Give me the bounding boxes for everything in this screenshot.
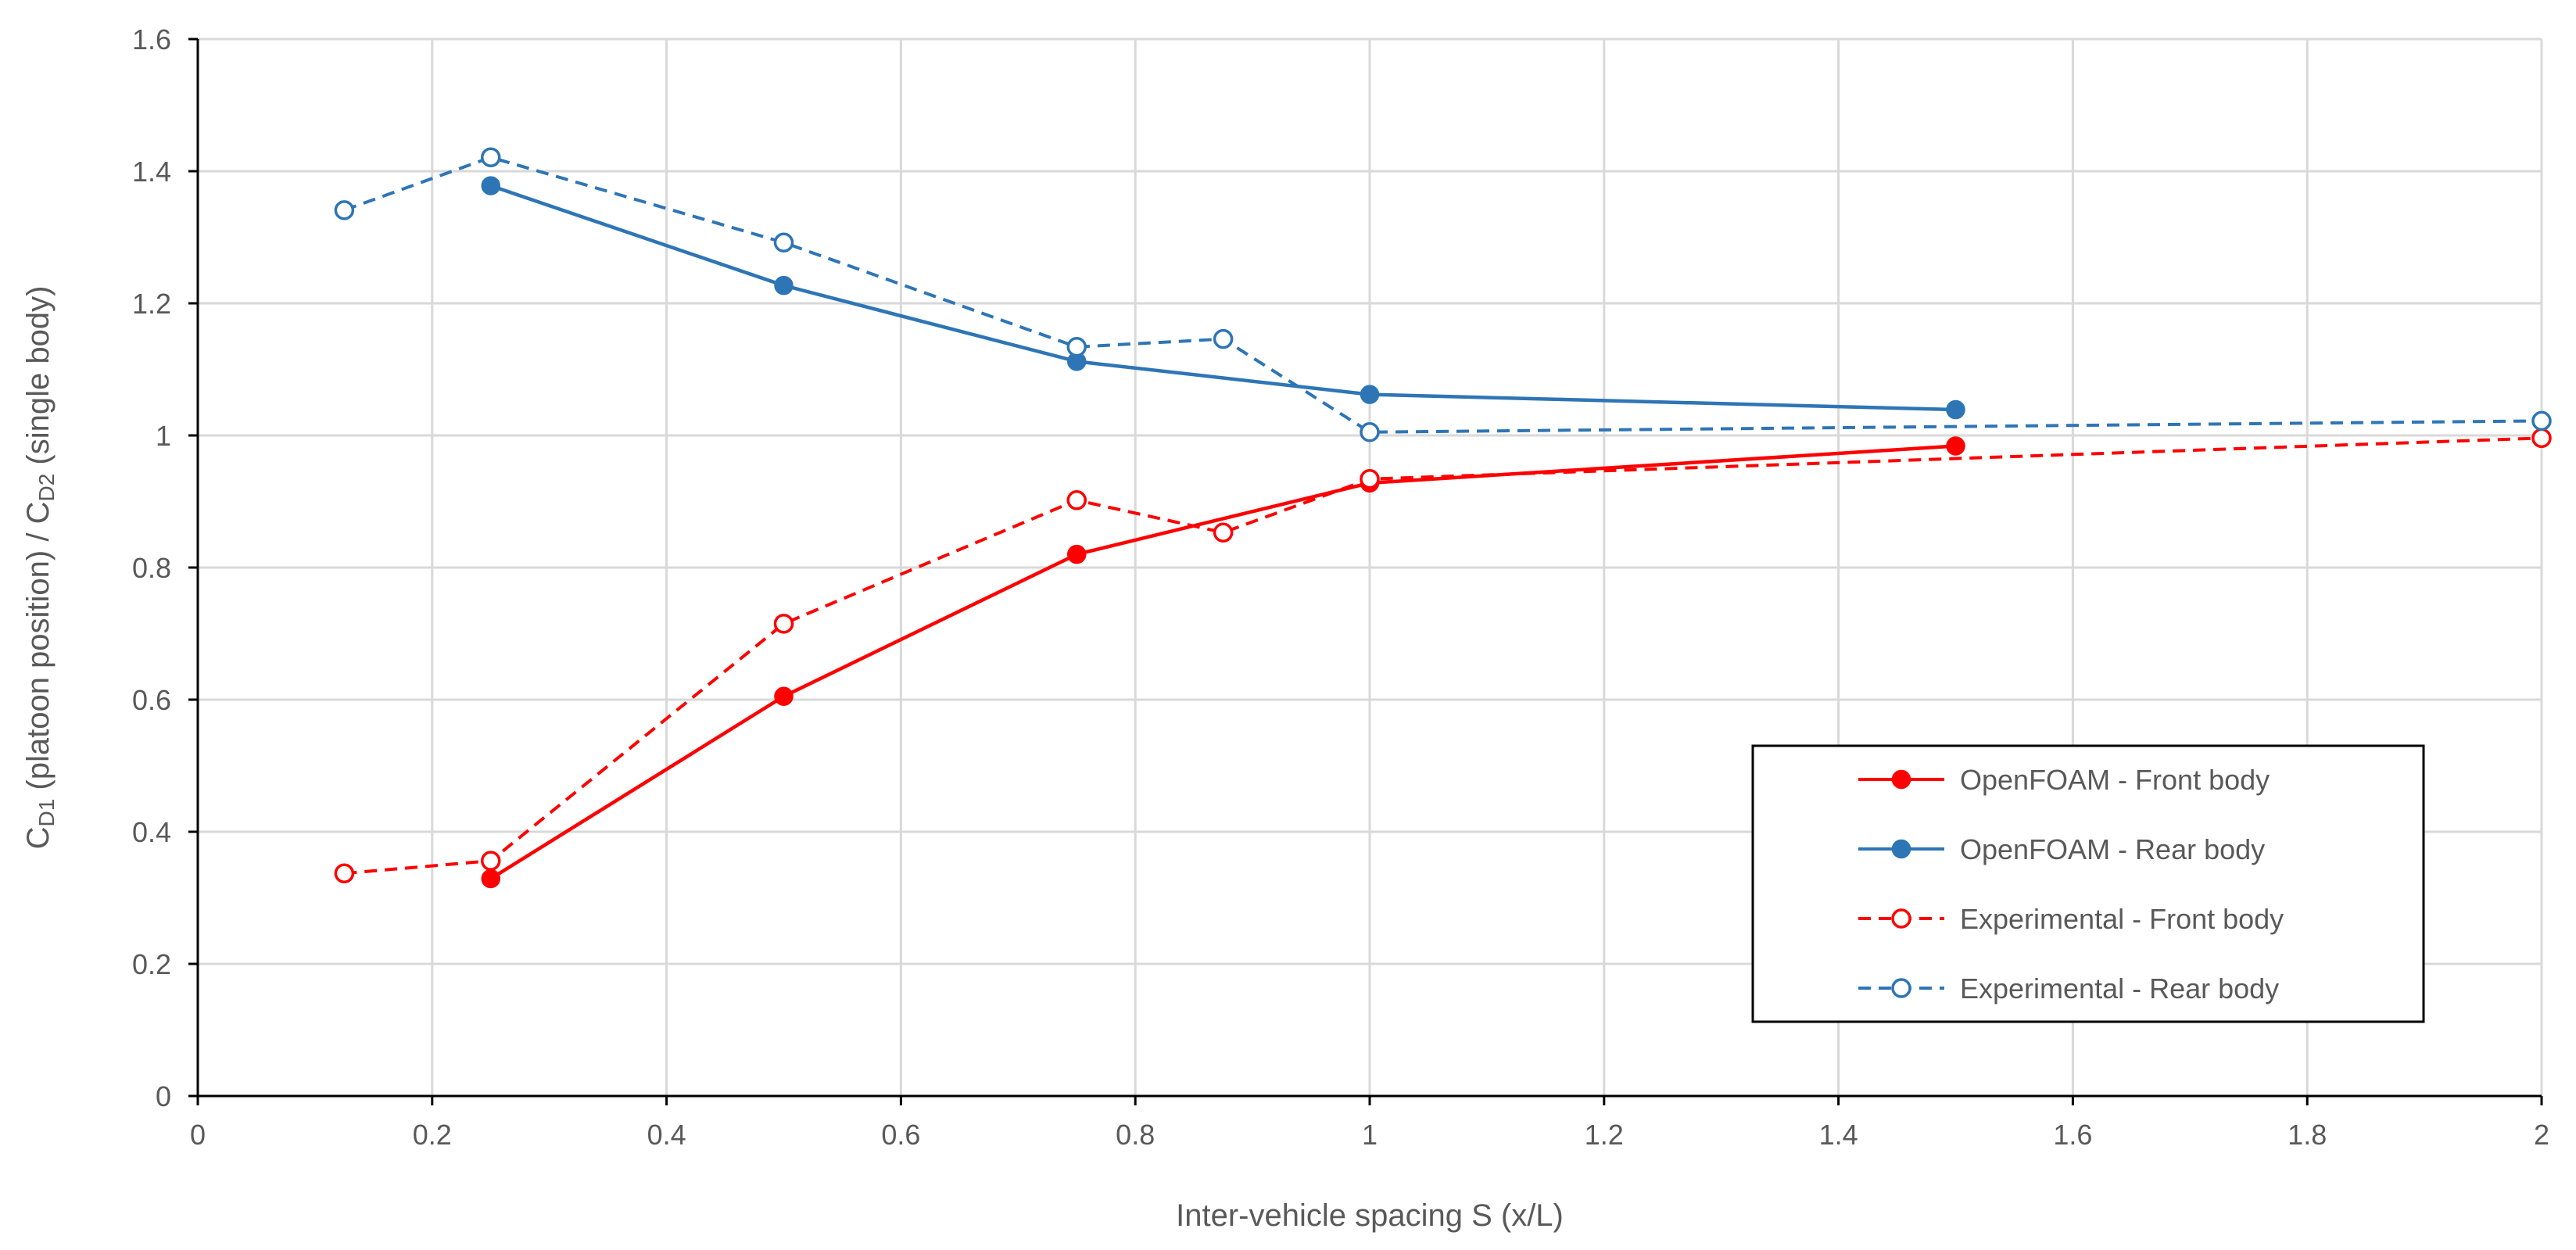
data-point [1360,469,1380,489]
x-tick-label: 0.8 [1116,1119,1155,1151]
y-axis-title-subscript: D2 [34,474,59,502]
y-axis-title: CD1 (platoon position) / CD2 (single bod… [21,286,59,850]
series-openfoam-front-body [481,436,1965,889]
data-point [1946,399,1965,420]
x-tick-label: 0.6 [881,1119,920,1151]
legend-label: Experimental - Rear body [1960,972,2279,1005]
legend-swatch-marker [1891,908,1911,929]
grid [198,38,2543,1096]
x-tick-label: 1.6 [2053,1119,2092,1151]
data-point [774,686,794,707]
y-tick-label: 0.2 [132,948,171,980]
data-point [1066,490,1087,510]
x-tick-label: 0 [190,1119,206,1151]
series-group [334,147,2552,889]
legend-box [1751,744,2425,1023]
data-point [481,147,501,168]
series-openfoam-rear-body [481,176,1965,420]
y-axis-title-subscript: D1 [34,799,59,827]
x-tick-label: 2 [2534,1119,2549,1151]
legend-item: OpenFOAM - Rear body [1858,833,2265,865]
legend: OpenFOAM - Front body OpenFOAM - Rear bod… [1751,744,2425,1023]
data-point [1360,385,1380,404]
y-tick-label: 1.4 [132,156,171,188]
series-experimental-front-body [334,428,2552,883]
y-tick-label: 0 [156,1080,171,1112]
axes: 0 0.2 0.4 0.6 0.8 1 1.2 1.4 1.6 1.8 2 0 0.2 0.4 0.6 0.8… [132,23,2549,1151]
legend-swatch-marker [1891,769,1911,790]
y-tick-label: 1 [156,420,171,452]
y-tick-label: 0.6 [132,684,171,716]
data-point [481,851,501,871]
data-point [1067,544,1087,564]
y-axis-title-part: (single body) [21,286,56,474]
series-experimental-rear-body [334,147,2552,442]
x-axis-title: Inter-vehicle spacing S (x/L) [1176,1198,1564,1233]
data-point [481,869,500,889]
data-point [773,232,794,253]
legend-label: Experimental - Front body [1960,903,2284,935]
legend-label: OpenFOAM - Rear body [1960,833,2265,865]
y-tick-label: 1.6 [132,23,171,56]
x-tick-label: 1.4 [1819,1119,1858,1151]
x-tick-label: 1.2 [1585,1119,1624,1151]
data-point [2531,410,2552,432]
data-point [481,176,500,195]
legend-item: OpenFOAM - Front body [1858,764,2270,796]
series-line [489,444,1956,880]
legend-item: Experimental - Rear body [1858,972,2279,1005]
legend-label: OpenFOAM - Front body [1960,764,2270,796]
data-point [774,275,794,295]
y-tick-label: 1.2 [132,288,171,320]
x-tick-label: 1.8 [2288,1119,2327,1151]
data-point [2531,428,2552,449]
x-tick-label: 0.4 [647,1119,686,1151]
data-point [1360,422,1380,442]
data-point [1066,337,1087,357]
series-line [490,184,1956,412]
y-axis-title-part: C [21,827,56,850]
x-tick-label: 0.2 [413,1119,452,1151]
legend-swatch-marker [1891,839,1911,859]
legend-item: Experimental - Front body [1858,903,2284,935]
data-point [773,614,794,634]
legend-swatch-marker [1891,978,1911,998]
data-point [1213,522,1234,543]
y-tick-label: 0.4 [132,816,171,848]
series-line [343,156,2542,434]
x-tick-label: 1 [1362,1119,1378,1151]
data-point [1946,436,1965,456]
data-point [334,200,355,220]
data-point [334,863,355,883]
data-point [1213,328,1234,349]
y-axis-title-part: (platoon position) / C [21,502,56,799]
y-tick-label: 0.8 [132,552,171,584]
